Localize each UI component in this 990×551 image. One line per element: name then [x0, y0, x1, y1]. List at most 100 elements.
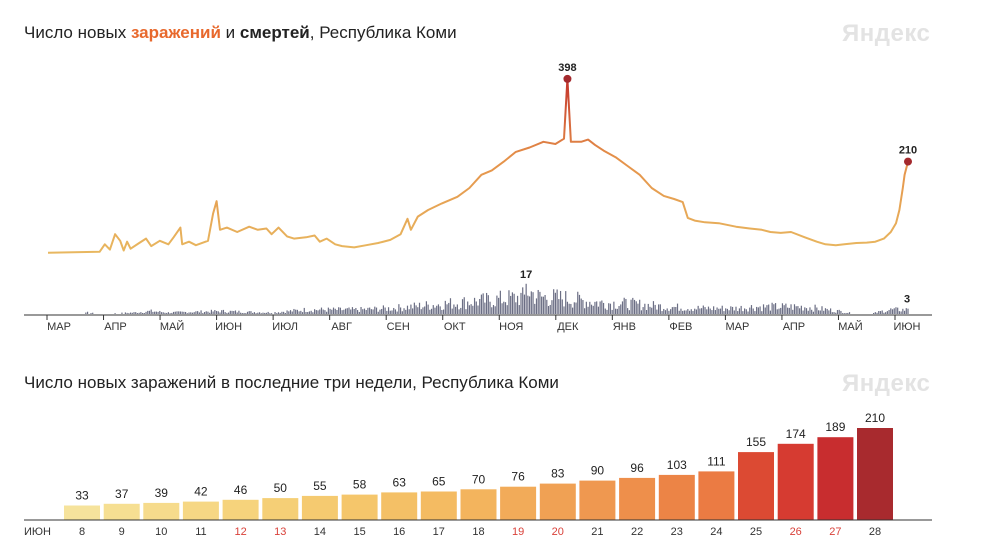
day-label: 17 [433, 526, 445, 538]
death-bar [482, 293, 484, 314]
death-bar [246, 311, 249, 314]
death-bar [90, 313, 92, 314]
death-bar [504, 302, 507, 314]
death-bar [344, 308, 347, 314]
death-bar [465, 309, 467, 314]
death-bar [129, 312, 132, 314]
death-bar [169, 313, 171, 314]
death-bar [458, 309, 460, 314]
death-bar [771, 302, 773, 314]
death-bar [374, 306, 376, 314]
death-bar [900, 311, 902, 314]
death-bar [461, 299, 464, 314]
death-bar [159, 310, 161, 314]
death-bar [740, 305, 742, 314]
death-bar [255, 313, 257, 314]
death-bar [721, 305, 723, 314]
death-bar [406, 305, 409, 314]
death-bar [329, 308, 331, 314]
death-bar [501, 303, 503, 314]
death-bar [658, 304, 660, 314]
death-bar [369, 307, 371, 314]
death-bar [842, 313, 844, 314]
bar-day-28 [857, 428, 893, 520]
death-bar [843, 313, 845, 314]
infections-peak-label: 398 [558, 62, 576, 74]
death-bar [176, 311, 178, 314]
death-bar [620, 304, 622, 314]
death-bar [499, 290, 501, 314]
death-bar [277, 312, 280, 314]
death-bar [627, 308, 629, 314]
death-bar [649, 306, 651, 314]
death-bar [800, 305, 802, 314]
death-bar [578, 294, 581, 314]
death-bar [236, 312, 238, 314]
death-bar [905, 308, 907, 314]
death-bar [480, 294, 483, 314]
death-bar [597, 306, 599, 314]
death-bar [453, 304, 455, 314]
death-bar [633, 299, 636, 314]
month-label: СЕН [387, 321, 410, 333]
death-bar [193, 312, 195, 314]
death-bar [381, 308, 383, 314]
death-bar [441, 309, 443, 314]
death-bar [661, 311, 663, 314]
death-bar [675, 307, 677, 314]
death-bar [757, 307, 759, 314]
death-bar [498, 297, 500, 314]
death-bar [795, 306, 797, 314]
bar-day-25 [738, 452, 774, 520]
yandex-logo: Яндекс [842, 20, 931, 47]
death-bar [895, 307, 897, 314]
death-bar [885, 312, 887, 314]
month-label: МАЙ [838, 320, 862, 333]
bar-value-label: 70 [472, 472, 486, 486]
death-bar [114, 313, 116, 314]
death-bar [570, 303, 572, 314]
death-bar [898, 311, 900, 314]
day-label: 16 [393, 526, 405, 538]
death-bar [148, 310, 151, 314]
death-bar [233, 311, 235, 314]
death-bar [630, 299, 632, 314]
death-bar [563, 306, 565, 314]
death-bar [628, 310, 630, 314]
death-bar [305, 311, 307, 314]
death-bar [221, 310, 223, 314]
death-bar [645, 310, 648, 314]
death-bar [253, 312, 255, 314]
death-bar [391, 310, 393, 314]
death-bar [121, 312, 123, 314]
death-bar [582, 300, 584, 314]
death-bar [288, 311, 290, 314]
death-bar [289, 310, 292, 314]
death-bar [491, 307, 493, 314]
death-bar [350, 309, 352, 314]
death-bar [286, 310, 288, 314]
death-bar [152, 311, 154, 314]
death-bar [477, 305, 479, 314]
death-bar [215, 310, 218, 314]
death-bar [348, 307, 350, 314]
bar-day-8 [64, 505, 100, 520]
death-bar [417, 307, 419, 314]
death-bar [167, 312, 169, 314]
death-bar [613, 301, 615, 314]
death-bar [671, 307, 673, 314]
death-bar [212, 311, 214, 314]
death-bar [711, 310, 713, 314]
death-bar [217, 311, 219, 314]
death-bar [888, 309, 890, 314]
death-bar [172, 311, 175, 314]
death-bar [769, 310, 771, 314]
death-bar [575, 302, 577, 314]
death-bar [783, 305, 785, 314]
death-bar [343, 309, 345, 314]
death-bar [393, 307, 395, 314]
bar-day-13 [262, 498, 299, 520]
death-bar [759, 306, 761, 314]
death-bar [231, 310, 233, 314]
death-bar [174, 311, 176, 314]
